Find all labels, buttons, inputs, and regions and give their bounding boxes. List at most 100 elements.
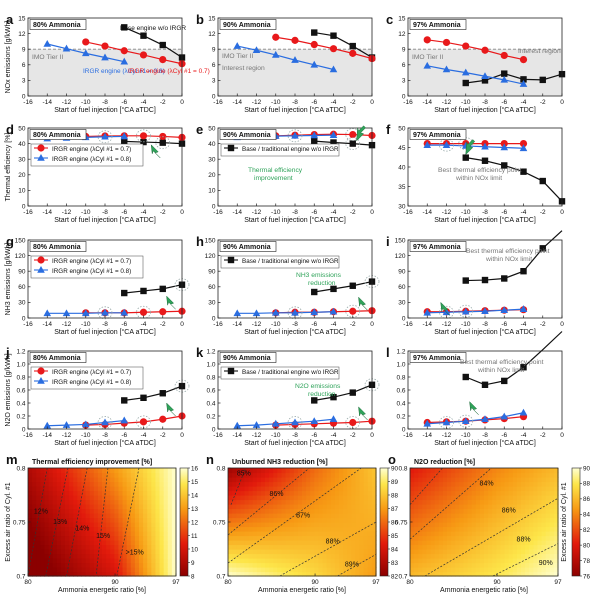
heatmap-cell [89, 540, 95, 546]
heatmap-cell [293, 477, 299, 483]
heatmap-cell [81, 562, 87, 568]
heatmap-cell [451, 486, 456, 492]
heatmap-cell [28, 486, 33, 492]
heatmap-cell [77, 522, 83, 528]
x-tick-label: 90 [111, 579, 119, 586]
contour-label: 90% [539, 560, 553, 567]
heatmap-cell [314, 571, 320, 577]
heatmap-cell [347, 549, 352, 555]
heatmap-cell [302, 508, 307, 514]
heatmap-cell [236, 531, 241, 537]
heatmap-cell [359, 481, 365, 487]
heatmap-cell [363, 486, 369, 492]
heatmap-cell [73, 495, 78, 501]
data-point-r08 [442, 65, 451, 73]
heatmap-cell [89, 490, 95, 496]
heatmap-cell [81, 481, 87, 487]
heatmap-cell [410, 571, 415, 577]
data-point-r07 [349, 307, 357, 315]
best-point-marker [287, 129, 303, 143]
heatmap-cell [479, 567, 485, 573]
heatmap-cell [110, 468, 115, 474]
heatmap-cell [343, 522, 348, 528]
x-tick-label: -2 [540, 99, 546, 106]
heatmap-cell [508, 513, 514, 519]
heatmap-cell [418, 535, 423, 541]
heatmap-cell [500, 517, 506, 523]
heatmap-cell [475, 508, 481, 514]
heatmap-cell [77, 477, 83, 483]
heatmap-cell [297, 571, 303, 577]
heatmap-cell [252, 472, 258, 478]
heatmap-cell [244, 522, 250, 528]
y-tick-label: 30 [398, 300, 406, 307]
heatmap-cell [516, 495, 522, 501]
y-tick-label: 0.7 [16, 573, 25, 580]
heatmap-cell [93, 508, 99, 514]
heatmap-cell [40, 531, 46, 537]
heatmap-cell [488, 549, 493, 555]
heatmap-cell [130, 544, 136, 550]
heatmap-cell [69, 481, 74, 487]
heatmap-cell [118, 531, 124, 537]
heatmap-cell [351, 499, 357, 505]
heatmap-cell [281, 477, 287, 483]
heatmap-cell [553, 517, 559, 523]
heatmap-cell [310, 517, 315, 523]
x-tick-label: -4 [331, 432, 337, 439]
heatmap-cell [93, 490, 99, 496]
heatmap-cell [60, 499, 66, 505]
heatmap-cell [122, 535, 128, 541]
heatmap-cell [297, 490, 303, 496]
heatmap-cell [302, 486, 307, 492]
heatmap-cell [355, 495, 361, 501]
data-point-base [501, 275, 508, 282]
heatmap-cell [410, 472, 415, 478]
heatmap-cell [256, 562, 262, 568]
heatmap-cell [471, 495, 477, 501]
heatmap-cell [492, 495, 497, 501]
heatmap-cell [314, 553, 320, 559]
heatmap-cell [244, 558, 250, 564]
heatmap-cell [93, 526, 99, 532]
heatmap-cell [537, 468, 543, 474]
heatmap-cell [114, 558, 120, 564]
heatmap-cell [256, 517, 262, 523]
heatmap-cell [334, 526, 340, 532]
heatmap-cell [351, 535, 357, 541]
heatmap-cell [155, 472, 161, 478]
heatmap-cell [232, 517, 237, 523]
heatmap-cell [106, 490, 111, 496]
heatmap-cell [459, 499, 465, 505]
heatmap-cell [139, 504, 144, 510]
heatmap-cell [347, 490, 352, 496]
heatmap-cell [93, 481, 99, 487]
data-point-r08 [310, 308, 319, 316]
heatmap-cell [48, 477, 54, 483]
heatmap-cell [334, 517, 340, 523]
data-point-r08 [500, 412, 509, 420]
heatmap-cell [228, 553, 233, 559]
heatmap-cell [143, 490, 148, 496]
y-tick-label: 0.8 [398, 465, 407, 472]
heatmap-cell [418, 513, 423, 519]
heatmap-cell [134, 526, 140, 532]
heatmap-cell [106, 508, 111, 514]
heatmap-cell [426, 472, 432, 478]
heatmap-cell [463, 477, 469, 483]
heatmap-cell [252, 558, 258, 564]
colorbar-tick-label: 13 [191, 506, 199, 513]
heatmap-cell [447, 526, 452, 532]
colorbar-tick-label: 78 [583, 558, 591, 565]
heatmap-cell [285, 472, 291, 478]
heatmap-cell [422, 468, 428, 474]
annotation-note: Thermal efficiency [248, 167, 303, 174]
heatmap-cell [89, 486, 95, 492]
heatmap-cell [52, 495, 58, 501]
y-tick-label: 0.8 [216, 465, 225, 472]
heatmap-cell [273, 477, 278, 483]
heatmap-cell [330, 571, 336, 577]
heatmap-cell [65, 567, 70, 573]
heatmap-cell [65, 558, 70, 564]
